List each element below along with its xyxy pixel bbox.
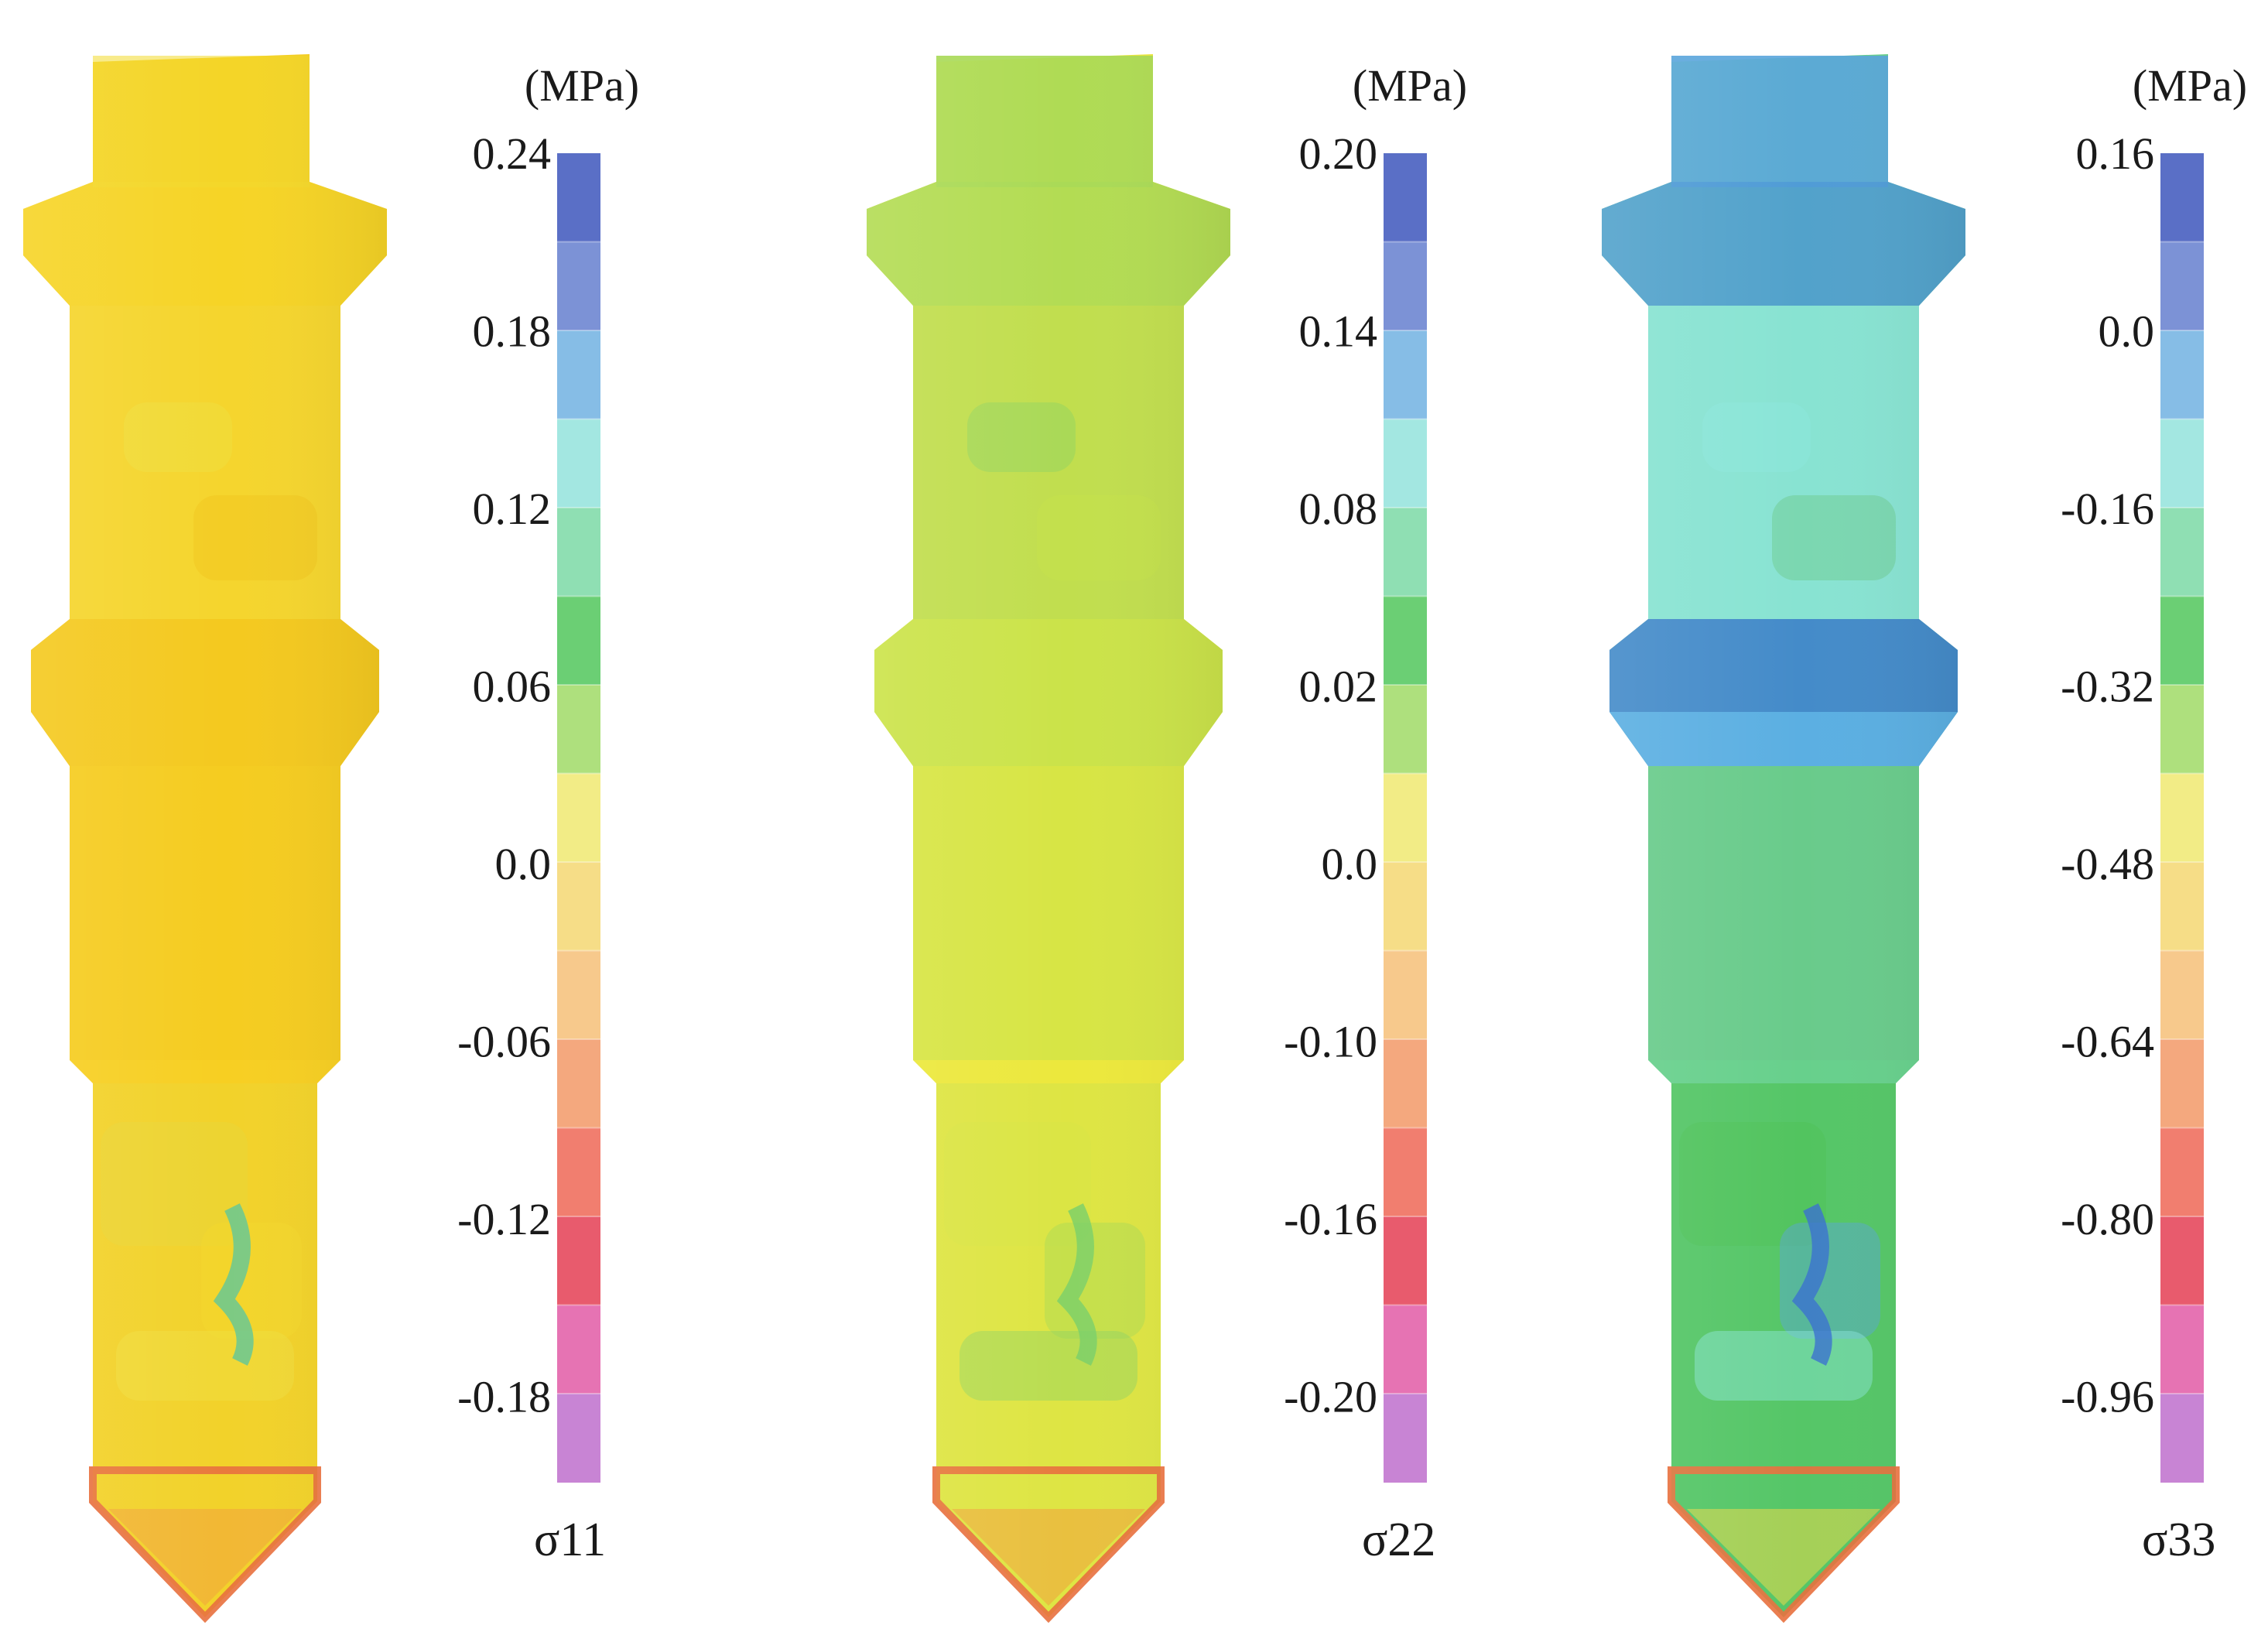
- tick-label: 0.12: [473, 484, 552, 534]
- pile-shading: [1602, 54, 1965, 1617]
- tick-label: 0.06: [473, 662, 552, 712]
- tick-label: 0.02: [1299, 662, 1378, 712]
- colorbar-segment: [557, 773, 600, 863]
- tick-label: -0.16: [1284, 1194, 1377, 1244]
- panel-sigma22: (MPa) 0.20 0.14 0.08 0.02 0.0 -0.10 -0.16 -0.20…: [867, 54, 1467, 1623]
- tick-labels-sigma22: 0.20 0.14 0.08 0.02 0.0 -0.10 -0.16 -0.20: [1284, 128, 1377, 1422]
- colorbar-segment: [2160, 1305, 2204, 1394]
- unit-label-sigma33: (MPa): [2133, 60, 2247, 111]
- tick-label: 0.08: [1299, 484, 1378, 534]
- colorbar-segment: [2160, 773, 2204, 863]
- tick-labels-sigma33: 0.16 0.0 -0.16 -0.32 -0.48 -0.64 -0.80 -0.96: [2061, 128, 2154, 1422]
- colorbar-segment: [2160, 330, 2204, 419]
- tick-label: -0.64: [2061, 1017, 2154, 1067]
- colorbar-segment: [557, 1394, 600, 1483]
- tick-label: -0.32: [2061, 662, 2154, 712]
- colorbar-segment: [1384, 950, 1427, 1040]
- colorbar-segment: [2160, 1039, 2204, 1128]
- tick-label: -0.20: [1284, 1372, 1377, 1422]
- tick-label: 0.0: [2099, 306, 2155, 357]
- tick-label: -0.96: [2061, 1372, 2154, 1422]
- colorbar-segment: [2160, 862, 2204, 951]
- colorbar-segment: [2160, 508, 2204, 597]
- colorbar-segment: [2160, 1394, 2204, 1483]
- colorbar-segment: [557, 685, 600, 774]
- colorbar-segment: [557, 153, 600, 242]
- panel-sigma11: (MPa) 0.24 0.18 0.12 0.06 0.0 -0.06 -0.12 -0.18…: [23, 54, 639, 1623]
- tick-labels-sigma11: 0.24 0.18 0.12 0.06 0.0 -0.06 -0.12 -0.18: [457, 128, 551, 1422]
- pile-shading: [867, 54, 1230, 1617]
- colorbar-segment: [1384, 1216, 1427, 1305]
- tick-label: -0.06: [457, 1017, 551, 1067]
- colorbar-segment: [1384, 330, 1427, 419]
- tick-label: -0.12: [457, 1194, 551, 1244]
- colorbar-segment: [1384, 773, 1427, 863]
- colorbar-segment: [1384, 862, 1427, 951]
- tick-label: 0.24: [473, 128, 552, 179]
- colorbar-segment: [1384, 1127, 1427, 1217]
- colorbar-sigma22: [1384, 153, 1427, 1483]
- colorbar-segment: [1384, 1039, 1427, 1128]
- colorbar-sigma11: [557, 153, 600, 1483]
- pile-model-sigma22: [867, 54, 1230, 1623]
- colorbar-segment: [2160, 596, 2204, 686]
- pile-model-sigma33: [1602, 54, 1965, 1623]
- colorbar-segment: [557, 596, 600, 686]
- stress-symbol-sigma22: σ22: [1362, 1514, 1435, 1566]
- pile-model-sigma11: [23, 54, 387, 1623]
- tick-label: 0.18: [473, 306, 552, 357]
- colorbar-segment: [557, 330, 600, 419]
- colorbar-segment: [2160, 1127, 2204, 1217]
- tick-label: -0.18: [457, 1372, 551, 1422]
- tick-label: 0.16: [2076, 128, 2155, 179]
- tick-label: -0.16: [2061, 484, 2154, 534]
- colorbar-segment: [2160, 950, 2204, 1040]
- colorbar-segment: [1384, 241, 1427, 331]
- unit-label-sigma22: (MPa): [1353, 60, 1467, 111]
- pile-shading: [23, 54, 387, 1617]
- colorbar-segment: [557, 862, 600, 951]
- colorbar-segment: [557, 1305, 600, 1394]
- colorbar-segment: [1384, 596, 1427, 686]
- colorbar-segment: [557, 241, 600, 331]
- unit-label-sigma11: (MPa): [525, 60, 639, 111]
- colorbar-segment: [1384, 1394, 1427, 1483]
- colorbar-segment: [1384, 508, 1427, 597]
- colorbar-sigma33: [2160, 153, 2204, 1483]
- colorbar-segment: [557, 950, 600, 1040]
- stress-symbol-sigma11: σ11: [534, 1514, 606, 1566]
- tick-label: -0.10: [1284, 1017, 1377, 1067]
- tick-label: 0.0: [495, 839, 552, 889]
- tick-label: -0.48: [2061, 839, 2154, 889]
- tick-label: 0.14: [1299, 306, 1378, 357]
- colorbar-segment: [2160, 685, 2204, 774]
- stress-symbol-sigma33: σ33: [2142, 1514, 2215, 1566]
- colorbar-segment: [557, 419, 600, 508]
- tick-label: 0.20: [1299, 128, 1378, 179]
- colorbar-segment: [557, 1127, 600, 1217]
- colorbar-segment: [2160, 1216, 2204, 1305]
- panel-sigma33: (MPa) 0.16 0.0 -0.16 -0.32 -0.48 -0.64 -0.80 -0…: [1602, 54, 2247, 1623]
- tick-label: 0.0: [1322, 839, 1378, 889]
- colorbar-segment: [1384, 685, 1427, 774]
- colorbar-segment: [557, 508, 600, 597]
- colorbar-segment: [2160, 419, 2204, 508]
- colorbar-segment: [2160, 153, 2204, 242]
- colorbar-segment: [1384, 153, 1427, 242]
- colorbar-segment: [2160, 241, 2204, 331]
- colorbar-segment: [557, 1216, 600, 1305]
- colorbar-segment: [1384, 1305, 1427, 1394]
- colorbar-segment: [557, 1039, 600, 1128]
- tick-label: -0.80: [2061, 1194, 2154, 1244]
- colorbar-segment: [1384, 419, 1427, 508]
